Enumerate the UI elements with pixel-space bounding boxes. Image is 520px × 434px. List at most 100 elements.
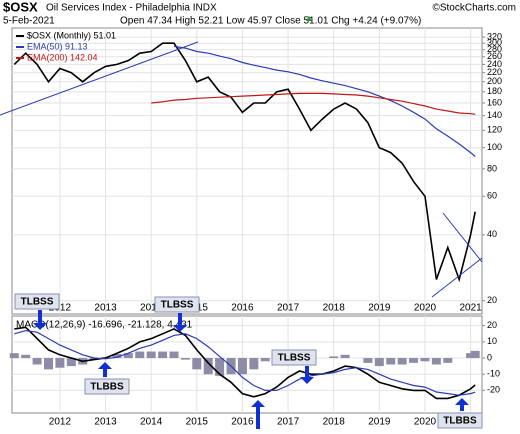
histogram-bar [431, 358, 441, 365]
y-tick-label: 280 [487, 44, 502, 54]
x-tick-label: 2015 [186, 417, 209, 428]
legend-label: EMA(200) 142.04 [27, 52, 98, 62]
marks: 2040608010012014016018020022024026028030… [9, 16, 502, 428]
y-tick-label: 100 [487, 142, 502, 152]
x-tick-label: 2017 [277, 417, 300, 428]
x-tick-label: 2019 [368, 417, 391, 428]
histogram-bar [420, 358, 430, 362]
trendlines [0, 41, 483, 298]
x-tick-label: 2014 [140, 303, 163, 314]
histogram-bar [112, 353, 122, 359]
annotation-box [14, 293, 60, 310]
y-tick-label: 40 [487, 229, 497, 239]
legend-label: $OSX (Monthly) 51.01 [27, 30, 116, 40]
annotation-box [271, 349, 317, 366]
histogram-bar [329, 356, 339, 359]
y-tick-label: 20 [487, 295, 497, 305]
arrow-head [173, 325, 187, 332]
histogram-bar [9, 353, 19, 359]
arrow-head [300, 377, 314, 384]
y-tick-label: 180 [487, 86, 502, 96]
y-tick-label: 200 [487, 76, 502, 86]
y-tick-label: -20 [487, 385, 500, 395]
annotations: TLBSS TLBBS TLBSS TLBSS TLBBS [14, 293, 483, 429]
annotation-box [437, 412, 483, 429]
histogram-bar [237, 358, 247, 375]
x-tick-label: 2017 [277, 303, 300, 314]
histogram-bar [32, 358, 42, 365]
series-line [173, 45, 476, 157]
x-tick-label: 2016 [231, 417, 254, 428]
y-tick-label: 80 [487, 163, 497, 173]
trendline [431, 257, 483, 298]
y-tick-label: 10 [487, 336, 497, 346]
histogram-bar [21, 354, 31, 359]
histogram-bar [249, 358, 259, 370]
histogram-bar [466, 353, 476, 359]
histogram-bar [44, 358, 54, 370]
x-tick-label: 2012 [49, 303, 72, 314]
macd-panel [11, 315, 483, 414]
y-tick-label: 260 [487, 51, 502, 61]
y-tick-label: 0 [487, 352, 492, 362]
histogram-bar [135, 351, 145, 359]
histogram-bar [443, 358, 453, 363]
histogram-bar [374, 358, 384, 367]
x-tick-label: 2014 [140, 417, 163, 428]
histogram-bar [260, 358, 270, 362]
y-tick-label: 60 [487, 191, 497, 201]
chart-subtitle: Oil Services Index - Philadelphia INDX [46, 3, 217, 14]
x-tick-label: 2018 [323, 303, 346, 314]
histogram-bar [215, 358, 225, 376]
histogram-bar [340, 354, 350, 359]
histogram-bar [123, 353, 133, 359]
annotation-box [154, 296, 200, 313]
histogram-bar [409, 358, 419, 363]
panel-label: MACD(12,26,9) -16.696, -21.128, 4.431 [16, 320, 193, 331]
histogram-bar [146, 351, 156, 359]
histogram-bar [363, 358, 373, 363]
arrow-head [98, 362, 112, 369]
x-tick-label: 2013 [94, 303, 117, 314]
histogram-bar [192, 358, 202, 370]
annotation: TLBSS [161, 300, 194, 311]
x-tick-label: 2020 [414, 303, 437, 314]
chart-title: $OSX [3, 0, 38, 14]
histogram-bar [397, 358, 407, 365]
y-tick-label: 320 [487, 31, 502, 41]
annotation: TLBBS [443, 416, 477, 427]
x-tick-label: 2018 [323, 417, 346, 428]
y-tick-label: 140 [487, 110, 502, 120]
y-tick-label: -10 [487, 369, 500, 379]
y-tick-label: 160 [487, 97, 502, 107]
annotation: TLBSS [21, 297, 54, 308]
x-tick-label: 2020 [414, 417, 437, 428]
up-triangle [306, 16, 312, 21]
x-tick-label: 2013 [94, 417, 117, 428]
y-tick-label: 300 [487, 38, 502, 48]
y-tick-label: 220 [487, 67, 502, 77]
y-tick-label: 20 [487, 320, 497, 330]
series-line [13, 42, 476, 283]
x-tick-label: 2016 [231, 303, 254, 314]
annotation-box [84, 378, 130, 395]
x-tick-label: 2012 [49, 417, 72, 428]
histogram-bar [203, 358, 213, 375]
series-line [14, 326, 476, 400]
series-line [151, 92, 476, 115]
histogram-bar [169, 351, 179, 359]
legend-label: EMA(50) 91.13 [27, 41, 88, 51]
x-tick-label: 2021 [459, 303, 482, 314]
x-tick-label: 2019 [368, 303, 391, 314]
annotation: TLBBS [90, 382, 124, 393]
histogram-bar [470, 350, 480, 359]
histogram-bar [386, 358, 396, 365]
quote: Open 47.34 High 52.21 Low 45.97 Close 51… [120, 16, 421, 27]
date: 5-Feb-2021 [3, 16, 55, 27]
histogram-bar [55, 358, 65, 368]
price-panel [11, 27, 483, 315]
y-tick-label: 120 [487, 125, 502, 135]
trendline [442, 212, 483, 263]
